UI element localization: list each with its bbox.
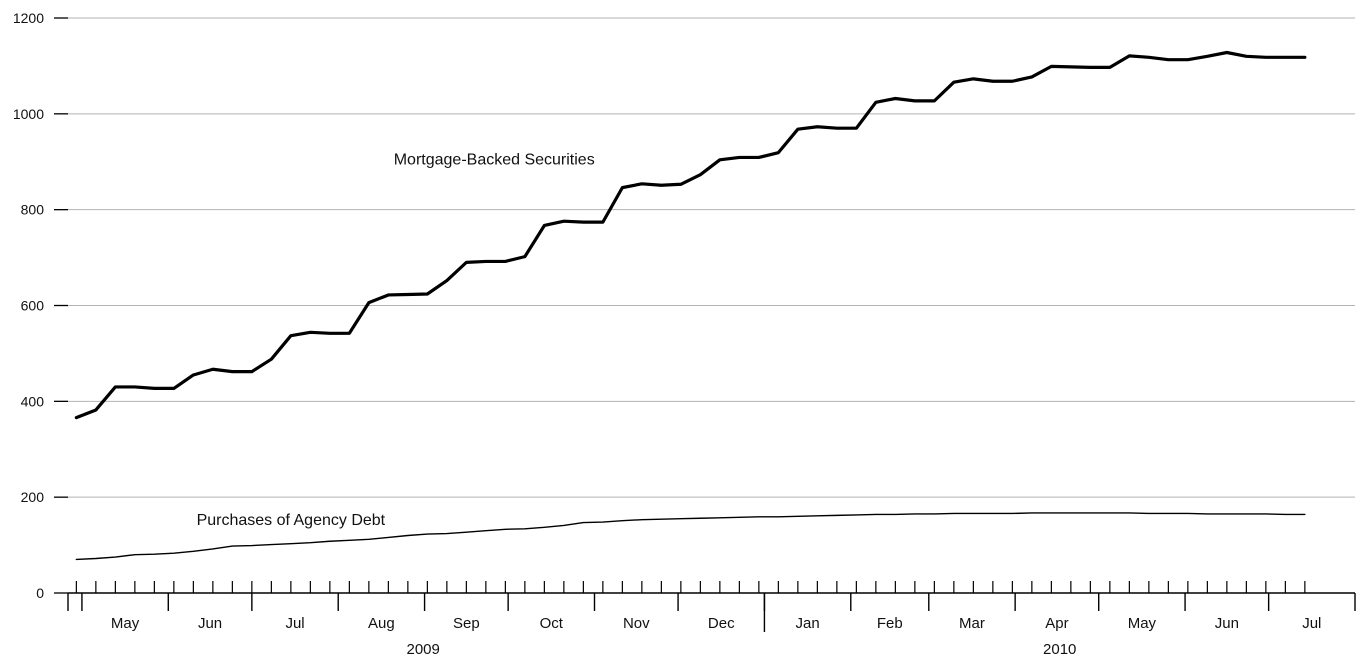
- series-line: [74, 50, 1307, 420]
- x-month-label: Jul: [1302, 615, 1321, 632]
- x-axis: May Jun Jul Aug Sep Oct Nov Dec Jan Feb Mar Apr May J…: [67, 581, 1356, 658]
- series-label: Mortgage-Backed Securities: [394, 151, 595, 168]
- x-month-label: Nov: [623, 615, 650, 632]
- series-line: [75, 512, 1306, 561]
- x-year-label: 2009: [406, 641, 439, 658]
- x-month-label: Jul: [285, 615, 304, 632]
- x-month-label: Mar: [959, 615, 985, 632]
- x-month-label: May: [111, 615, 140, 632]
- series-label: Purchases of Agency Debt: [197, 512, 386, 529]
- x-month-label: Oct: [540, 615, 564, 632]
- x-month-label: Jun: [1215, 615, 1239, 632]
- y-tick-label: 800: [21, 202, 45, 218]
- y-tick-label: 1000: [13, 106, 44, 122]
- x-month-label: Feb: [877, 615, 903, 632]
- x-year-label: 2010: [1043, 641, 1076, 658]
- x-month-label: Dec: [708, 615, 735, 632]
- x-month-label: Jan: [796, 615, 820, 632]
- y-tick-label: 200: [21, 489, 45, 505]
- y-axis: 0 200 400 600 800 1000 1200: [13, 10, 68, 601]
- y-tick-label: 0: [36, 585, 44, 601]
- x-month-label: May: [1128, 615, 1157, 632]
- x-month-label: Sep: [453, 615, 480, 632]
- x-month-label: Apr: [1045, 615, 1068, 632]
- x-month-label: Jun: [198, 615, 222, 632]
- y-tick-label: 600: [21, 298, 45, 314]
- gridlines: [68, 17, 1355, 498]
- y-tick-label: 400: [21, 393, 45, 409]
- series-labels: Mortgage-Backed Securities Purchases of A…: [197, 151, 595, 529]
- x-month-label: Aug: [368, 615, 395, 632]
- series-lines: [74, 50, 1307, 561]
- y-tick-label: 1200: [13, 10, 44, 26]
